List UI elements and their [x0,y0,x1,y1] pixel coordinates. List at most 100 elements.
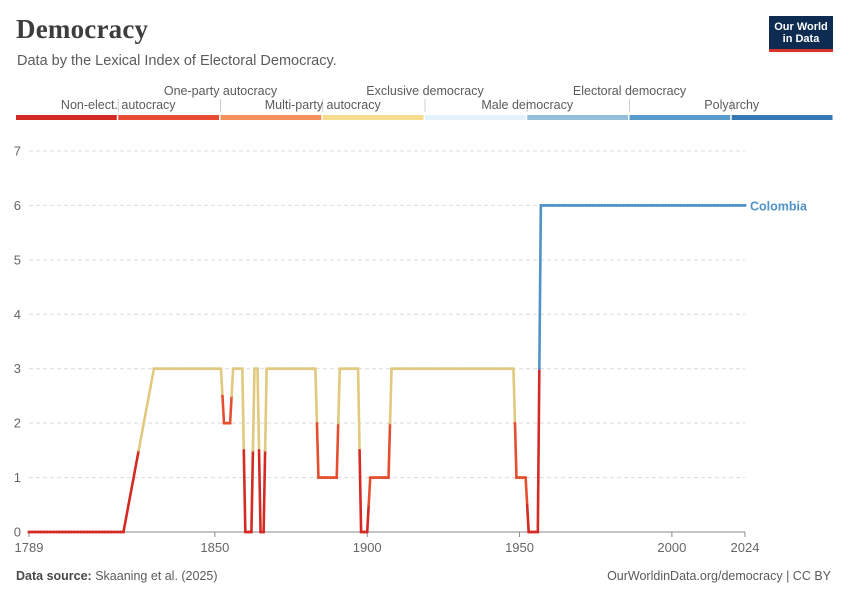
series-point [557,203,561,207]
series-point [499,367,503,371]
footer-link[interactable]: OurWorldinData.org/democracy | CC BY [607,569,831,583]
series-point [527,530,531,534]
series-point [393,367,397,371]
series-point [79,530,83,534]
series-point [612,203,616,207]
series-point [615,203,619,207]
series-point [292,367,296,371]
series-point [387,476,391,480]
series-point [444,367,448,371]
series-point [277,367,281,371]
series-point [36,530,40,534]
legend-swatch-0 [16,115,117,120]
series-line-segment-35 [388,367,393,425]
series-line-segment-43 [536,367,541,534]
series-point [460,367,464,371]
series-point [377,476,381,480]
series-point [481,367,485,371]
series-point [188,367,192,371]
legend-label-2: Multi-party autocracy [265,98,382,112]
legend-swatch-2 [220,115,322,120]
series-point [195,367,199,371]
series-point [225,421,229,425]
series-point [319,476,323,480]
series-point [170,367,174,371]
legend-swatch-6 [629,115,731,120]
series-point [639,203,643,207]
series-point [429,367,433,371]
series-point [743,203,747,207]
series-point [521,476,525,480]
series-point [347,367,351,371]
series-line-segment-10 [240,367,246,452]
footer-source: Data source: Skaaning et al. (2025) [16,569,218,583]
series-point [344,367,348,371]
series-point [508,367,512,371]
series-point [48,530,52,534]
y-tick-label-3: 3 [14,361,21,376]
series-point [545,203,549,207]
series-point [97,530,101,534]
series-line-segment-25 [335,421,340,479]
series-point [457,367,461,371]
series-point [679,203,683,207]
series-point [210,367,214,371]
series-point [426,367,430,371]
series-point [61,530,65,534]
series-point [673,203,677,207]
series-point [533,530,537,534]
y-tick-label-5: 5 [14,252,21,267]
series-point [249,530,253,534]
series-point [51,530,55,534]
series-label-colombia: Colombia [750,199,808,213]
series-line-segment-19 [262,449,267,534]
series-point [240,367,244,371]
series-point [600,203,604,207]
series-point [475,367,479,371]
series-point [286,367,290,371]
series-point [423,367,427,371]
series-line-segment-14 [251,367,256,452]
series-point [268,367,272,371]
series-point [353,367,357,371]
series-point [578,203,582,207]
series-point [627,203,631,207]
series-point [67,530,71,534]
series-line-segment-41 [525,503,530,534]
series-point [664,203,668,207]
series-point [259,530,263,534]
series-point [252,367,256,371]
series-line-segment-29 [358,449,363,534]
series-point [39,530,43,534]
series-line-segment-8 [230,367,235,398]
series-point [731,203,735,207]
series-point [585,203,589,207]
series-point [572,203,576,207]
series-point [307,367,311,371]
series-point [417,367,421,371]
series-point [326,476,330,480]
series-point [569,203,573,207]
series-point [466,367,470,371]
series-point [700,203,704,207]
series-point [310,367,314,371]
series-point [728,203,732,207]
series-line-segment-5 [221,394,226,425]
series-point [82,530,86,534]
series-point [402,367,406,371]
series-point [173,367,177,371]
series-point [164,367,168,371]
legend-swatch-5 [527,115,628,120]
series-point [323,476,327,480]
owid-logo[interactable]: Our World in Data [769,16,833,52]
series-line-segment-44 [538,204,543,371]
legend-swatch-7 [731,115,833,120]
series-point [350,367,354,371]
series-point [408,367,412,371]
series-point [618,203,622,207]
series-point [606,203,610,207]
series-point [103,530,107,534]
series-point [76,530,80,534]
series-point [609,203,613,207]
